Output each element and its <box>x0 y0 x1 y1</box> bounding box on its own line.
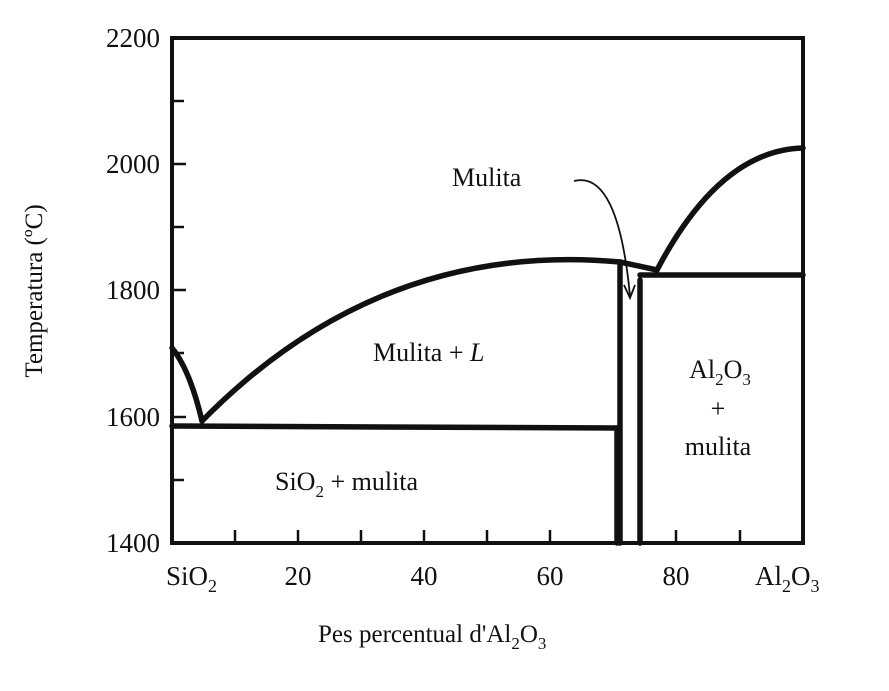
phase-boundaries <box>169 145 806 546</box>
x-end-al-sub: 2 <box>782 576 791 596</box>
x-tick-label-20: 20 <box>285 561 312 591</box>
mullite-callout-arrow <box>573 179 636 301</box>
al2o3-liquidus-curve <box>654 145 806 273</box>
label-silica-sub: 2 <box>315 482 324 501</box>
label-mullite-callout: Mulita <box>452 163 522 192</box>
label-al-base: Al <box>689 355 715 384</box>
label-silica-base: SiO <box>275 467 315 496</box>
x-axis-title-mid: O <box>520 621 538 648</box>
mullite-liquidus-curve <box>199 256 623 424</box>
y-tick-label-2000: 2000 <box>106 149 160 179</box>
x-tick-label-80: 80 <box>663 561 690 591</box>
x-end-al-base: Al <box>755 561 782 591</box>
y-axis-title: Temperatura (ºC) <box>21 204 48 377</box>
x-end-o-sub: 3 <box>811 576 820 596</box>
x-end-label-sio2: SiO2 <box>166 561 217 596</box>
label-al-sub: 2 <box>715 370 724 389</box>
x-axis-title-sub2: 3 <box>538 634 547 653</box>
callout-arrowhead <box>623 284 636 301</box>
y-tick-label-1400: 1400 <box>106 528 160 558</box>
y-tick-label-1800: 1800 <box>106 275 160 305</box>
sio2-liquidus-curve <box>169 345 205 424</box>
isotherm-1587 <box>169 423 620 431</box>
y-tick-labels: 1400 1600 1800 2000 2200 <box>106 23 160 558</box>
x-end-o-base: O <box>791 561 811 591</box>
x-axis-title: Pes percentual d'Al2O3 <box>318 621 546 653</box>
x-end-label-al2o3: Al2O3 <box>755 561 820 596</box>
label-mullite-liquid: Mulita + L <box>373 338 484 367</box>
label-silica-rest: + mulita <box>324 467 419 496</box>
label-alumina-mulita: mulita <box>685 432 752 461</box>
label-liquid-italic: L <box>469 338 484 367</box>
x-axis-title-sub1: 2 <box>511 634 520 653</box>
label-alumina-line1: Al2O3 <box>689 355 751 389</box>
x-end-sio2-sub: 2 <box>208 576 217 596</box>
label-alumina-plus: + <box>711 394 726 423</box>
callout-curve <box>573 179 631 297</box>
y-ticks <box>172 99 186 545</box>
x-ticks <box>233 530 742 543</box>
y-tick-label-2200: 2200 <box>106 23 160 53</box>
label-silica-mullite: SiO2 + mulita <box>275 467 419 501</box>
label-mullite-liquid-text: Mulita + <box>373 338 470 367</box>
label-o-base: O <box>724 355 743 384</box>
x-tick-label-40: 40 <box>411 561 438 591</box>
x-axis-title-prefix: Pes percentual d'Al <box>318 621 511 648</box>
x-tick-labels: SiO2 20 40 60 80 Al2O3 <box>166 561 820 596</box>
plot-frame <box>170 36 805 545</box>
y-tick-label-1600: 1600 <box>106 402 160 432</box>
label-o-sub: 3 <box>742 370 751 389</box>
x-end-sio2-base: SiO <box>166 561 208 591</box>
x-tick-label-60: 60 <box>537 561 564 591</box>
